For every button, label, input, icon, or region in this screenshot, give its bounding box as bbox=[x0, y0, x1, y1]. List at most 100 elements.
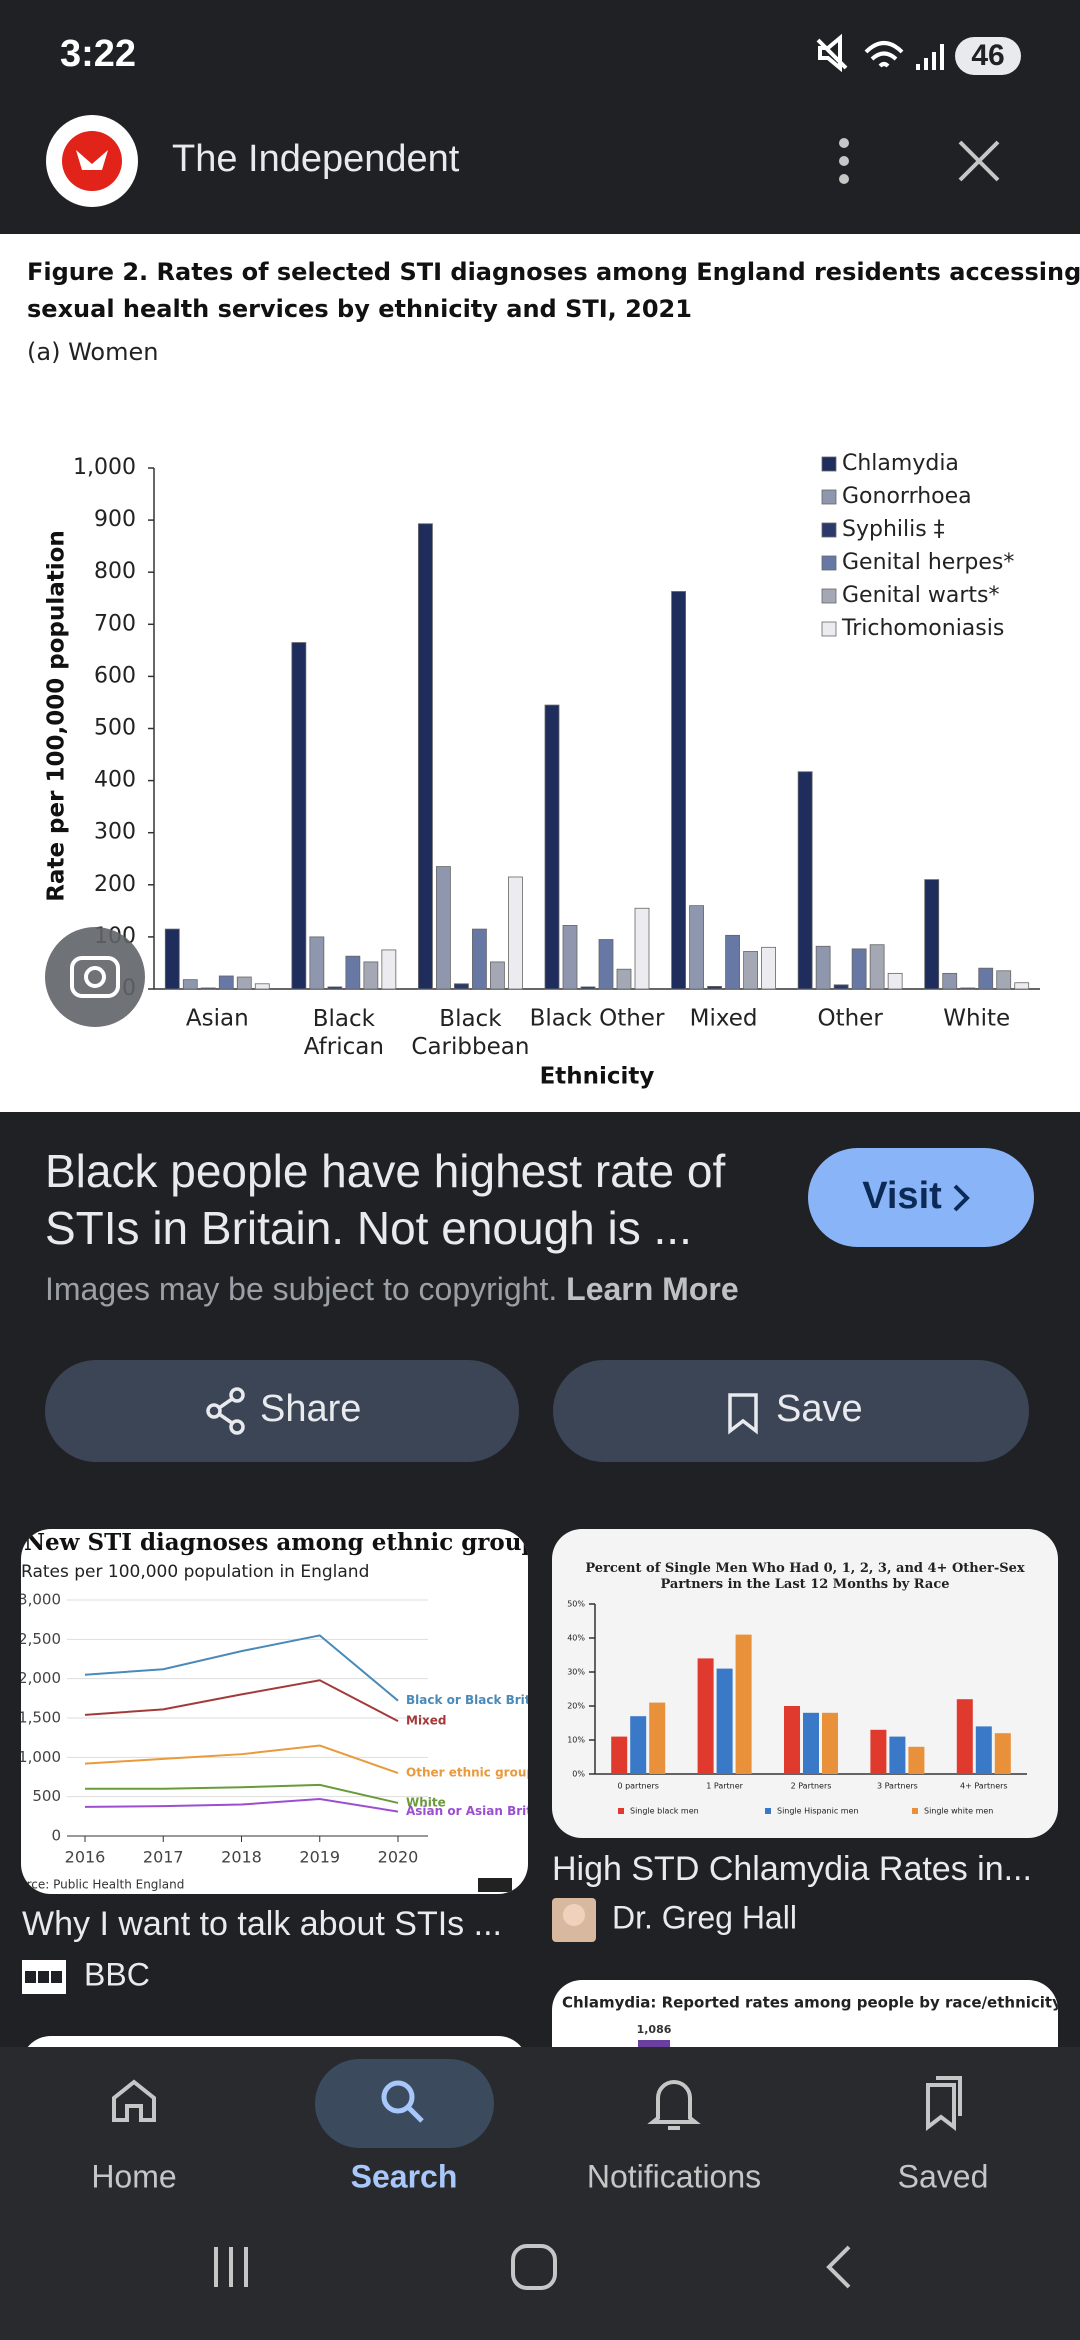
battery-pill bbox=[955, 37, 1021, 75]
bar bbox=[942, 972, 958, 990]
recents-button[interactable] bbox=[214, 2247, 248, 2287]
legend-label: Trichomoniasis bbox=[841, 616, 1004, 641]
figure-image bbox=[0, 234, 1080, 1112]
bar bbox=[436, 866, 451, 990]
bar bbox=[327, 986, 343, 990]
x-tick-label: Black Other bbox=[530, 1006, 665, 1032]
lens-button[interactable] bbox=[45, 927, 145, 1027]
legend-label: Genital warts* bbox=[842, 583, 999, 608]
result-headline[interactable]: Black people have highest rate of STIs in… bbox=[45, 1145, 725, 1254]
bar bbox=[707, 985, 722, 990]
bar bbox=[200, 987, 216, 990]
legend-label: Syphilis ‡ bbox=[842, 517, 945, 542]
saved-icon[interactable] bbox=[926, 2076, 962, 2132]
home-button[interactable] bbox=[511, 2244, 557, 2290]
legend-swatch bbox=[821, 555, 837, 571]
x-tick-label: Black African bbox=[304, 1006, 384, 1060]
x-tick-label: 2 Partners bbox=[791, 1782, 832, 1791]
nav-label[interactable]: Home bbox=[91, 2158, 176, 2194]
learn-more-link[interactable]: Learn More bbox=[566, 1271, 738, 1307]
more-button[interactable] bbox=[839, 138, 849, 184]
active-pill bbox=[315, 2059, 494, 2148]
y-tick-label: 10% bbox=[567, 1736, 585, 1745]
share-label: Share bbox=[260, 1388, 361, 1430]
save-button[interactable] bbox=[553, 1360, 1029, 1462]
search-icon[interactable] bbox=[381, 2080, 424, 2123]
related-caption[interactable]: Why I want to talk about STIs ... bbox=[22, 1905, 502, 1943]
main-chart: 01002003004005006007008009001,000AsianBl… bbox=[27, 258, 1080, 1090]
bar bbox=[363, 961, 379, 990]
line-series bbox=[84, 1679, 399, 1723]
related-source: Dr. Greg Hall bbox=[612, 1899, 797, 1935]
nav-label[interactable]: Search bbox=[351, 2158, 458, 2194]
series-label: Other ethnic groups bbox=[406, 1766, 542, 1780]
visit-chevron bbox=[953, 1184, 970, 1212]
x-tick-label: Other bbox=[817, 1006, 883, 1032]
y-tick-label: 0% bbox=[572, 1770, 585, 1779]
legend-label: Chlamydia bbox=[842, 451, 959, 476]
bar bbox=[851, 948, 867, 990]
nav-label[interactable]: Saved bbox=[898, 2158, 989, 2194]
legend-label: Single Hispanic men bbox=[777, 1807, 859, 1816]
chart-title: Chlamydia: Reported rates among people b… bbox=[562, 1994, 1062, 2012]
text-line: Caribbean bbox=[411, 1034, 529, 1060]
y-tick-label: 1,000 bbox=[18, 1748, 61, 1766]
x-tick-label: 2020 bbox=[378, 1848, 419, 1867]
related-caption[interactable]: High STD Chlamydia Rates in... bbox=[552, 1850, 1032, 1888]
visit-button[interactable] bbox=[808, 1148, 1034, 1247]
x-tick-label: 2019 bbox=[299, 1848, 340, 1867]
bar bbox=[822, 1712, 838, 1774]
legend-swatch bbox=[912, 1808, 918, 1814]
x-axis-title: Ethnicity bbox=[540, 1064, 655, 1090]
bar bbox=[634, 907, 650, 990]
related-card[interactable] bbox=[552, 1529, 1058, 1838]
legend-swatch bbox=[821, 456, 837, 472]
bar bbox=[697, 1658, 714, 1774]
text-line: sexual health services by ethnicity and … bbox=[27, 295, 692, 323]
bar bbox=[562, 925, 578, 990]
legend-swatch bbox=[821, 489, 837, 505]
bar bbox=[743, 951, 758, 990]
related-source: BBC bbox=[84, 1956, 150, 1992]
bar bbox=[345, 955, 361, 990]
home-icon[interactable] bbox=[112, 2079, 156, 2122]
top-background bbox=[0, 0, 1080, 234]
y-tick-label: 700 bbox=[94, 611, 136, 636]
bar bbox=[508, 876, 523, 990]
y-tick-label: 300 bbox=[94, 820, 136, 845]
line-series bbox=[84, 1798, 399, 1813]
mute-icon bbox=[816, 33, 848, 73]
back-button[interactable] bbox=[826, 2245, 851, 2289]
bottom-nav bbox=[0, 2047, 1080, 2340]
bar bbox=[735, 1634, 752, 1774]
line-series bbox=[84, 1634, 399, 1702]
notifications-icon[interactable] bbox=[647, 2080, 701, 2130]
bar bbox=[236, 976, 252, 990]
share-button[interactable] bbox=[45, 1360, 519, 1462]
text-line: Figure 2. Rates of selected STI diagnose… bbox=[27, 258, 1080, 286]
bar bbox=[869, 944, 885, 990]
bar bbox=[598, 939, 614, 990]
y-tick-label: 500 bbox=[94, 716, 136, 741]
bar bbox=[716, 1668, 733, 1774]
site-name[interactable]: The Independent bbox=[172, 138, 460, 180]
close-button[interactable] bbox=[958, 140, 1000, 182]
related-card[interactable] bbox=[21, 1529, 528, 1894]
legend-swatch bbox=[821, 522, 837, 538]
status-icons bbox=[816, 33, 944, 73]
y-tick-label: 600 bbox=[94, 663, 136, 688]
legend-swatch bbox=[821, 588, 837, 604]
system-nav bbox=[214, 2244, 851, 2290]
visit-label: Visit bbox=[862, 1175, 942, 1217]
bar bbox=[803, 1712, 819, 1774]
battery-level: 46 bbox=[971, 39, 1004, 72]
y-tick-label: 400 bbox=[94, 768, 136, 793]
nav-label[interactable]: Notifications bbox=[587, 2158, 761, 2194]
wifi-icon bbox=[864, 41, 904, 68]
bar bbox=[291, 642, 307, 990]
y-tick-label: 2,000 bbox=[18, 1669, 61, 1687]
y-tick-label: 2,500 bbox=[18, 1630, 61, 1648]
bar bbox=[956, 1699, 973, 1774]
